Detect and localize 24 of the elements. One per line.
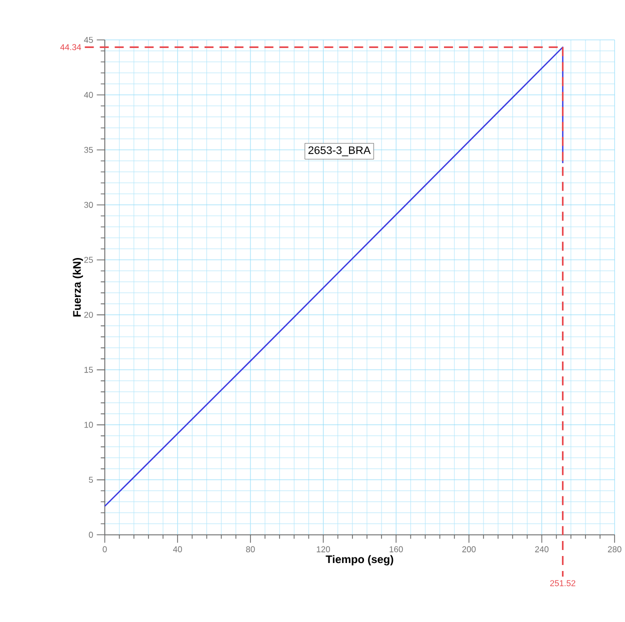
ref-line-label: 251.52 bbox=[550, 580, 576, 586]
y-tick-label: 15 bbox=[84, 367, 93, 373]
x-axis-title: Tiempo (seg) bbox=[326, 555, 394, 566]
x-tick-label: 0 bbox=[102, 546, 107, 552]
x-tick-label: 80 bbox=[246, 546, 255, 552]
y-tick-label: 45 bbox=[84, 37, 93, 44]
y-tick-label: 25 bbox=[84, 257, 93, 264]
annotation: 2653-3_BRA bbox=[308, 146, 371, 156]
x-tick-label: 240 bbox=[535, 546, 549, 552]
y-tick-label: 30 bbox=[84, 202, 93, 208]
y-tick-label: 40 bbox=[84, 92, 93, 98]
y-axis-title: Fuerza (kN) bbox=[72, 258, 83, 317]
y-tick-label: 0 bbox=[88, 532, 93, 538]
ref-line-label: 44.34 bbox=[60, 44, 82, 50]
y-tick-label: 10 bbox=[84, 422, 93, 428]
x-tick-label: 120 bbox=[316, 546, 330, 552]
x-tick-label: 40 bbox=[173, 546, 182, 552]
x-tick-label: 280 bbox=[608, 546, 622, 552]
y-tick-label: 20 bbox=[84, 312, 93, 318]
x-tick-label: 160 bbox=[390, 546, 403, 552]
y-tick-label: 5 bbox=[88, 477, 93, 483]
y-tick-label: 35 bbox=[84, 147, 93, 154]
line-series bbox=[104, 46, 564, 508]
x-tick-label: 200 bbox=[462, 546, 476, 552]
